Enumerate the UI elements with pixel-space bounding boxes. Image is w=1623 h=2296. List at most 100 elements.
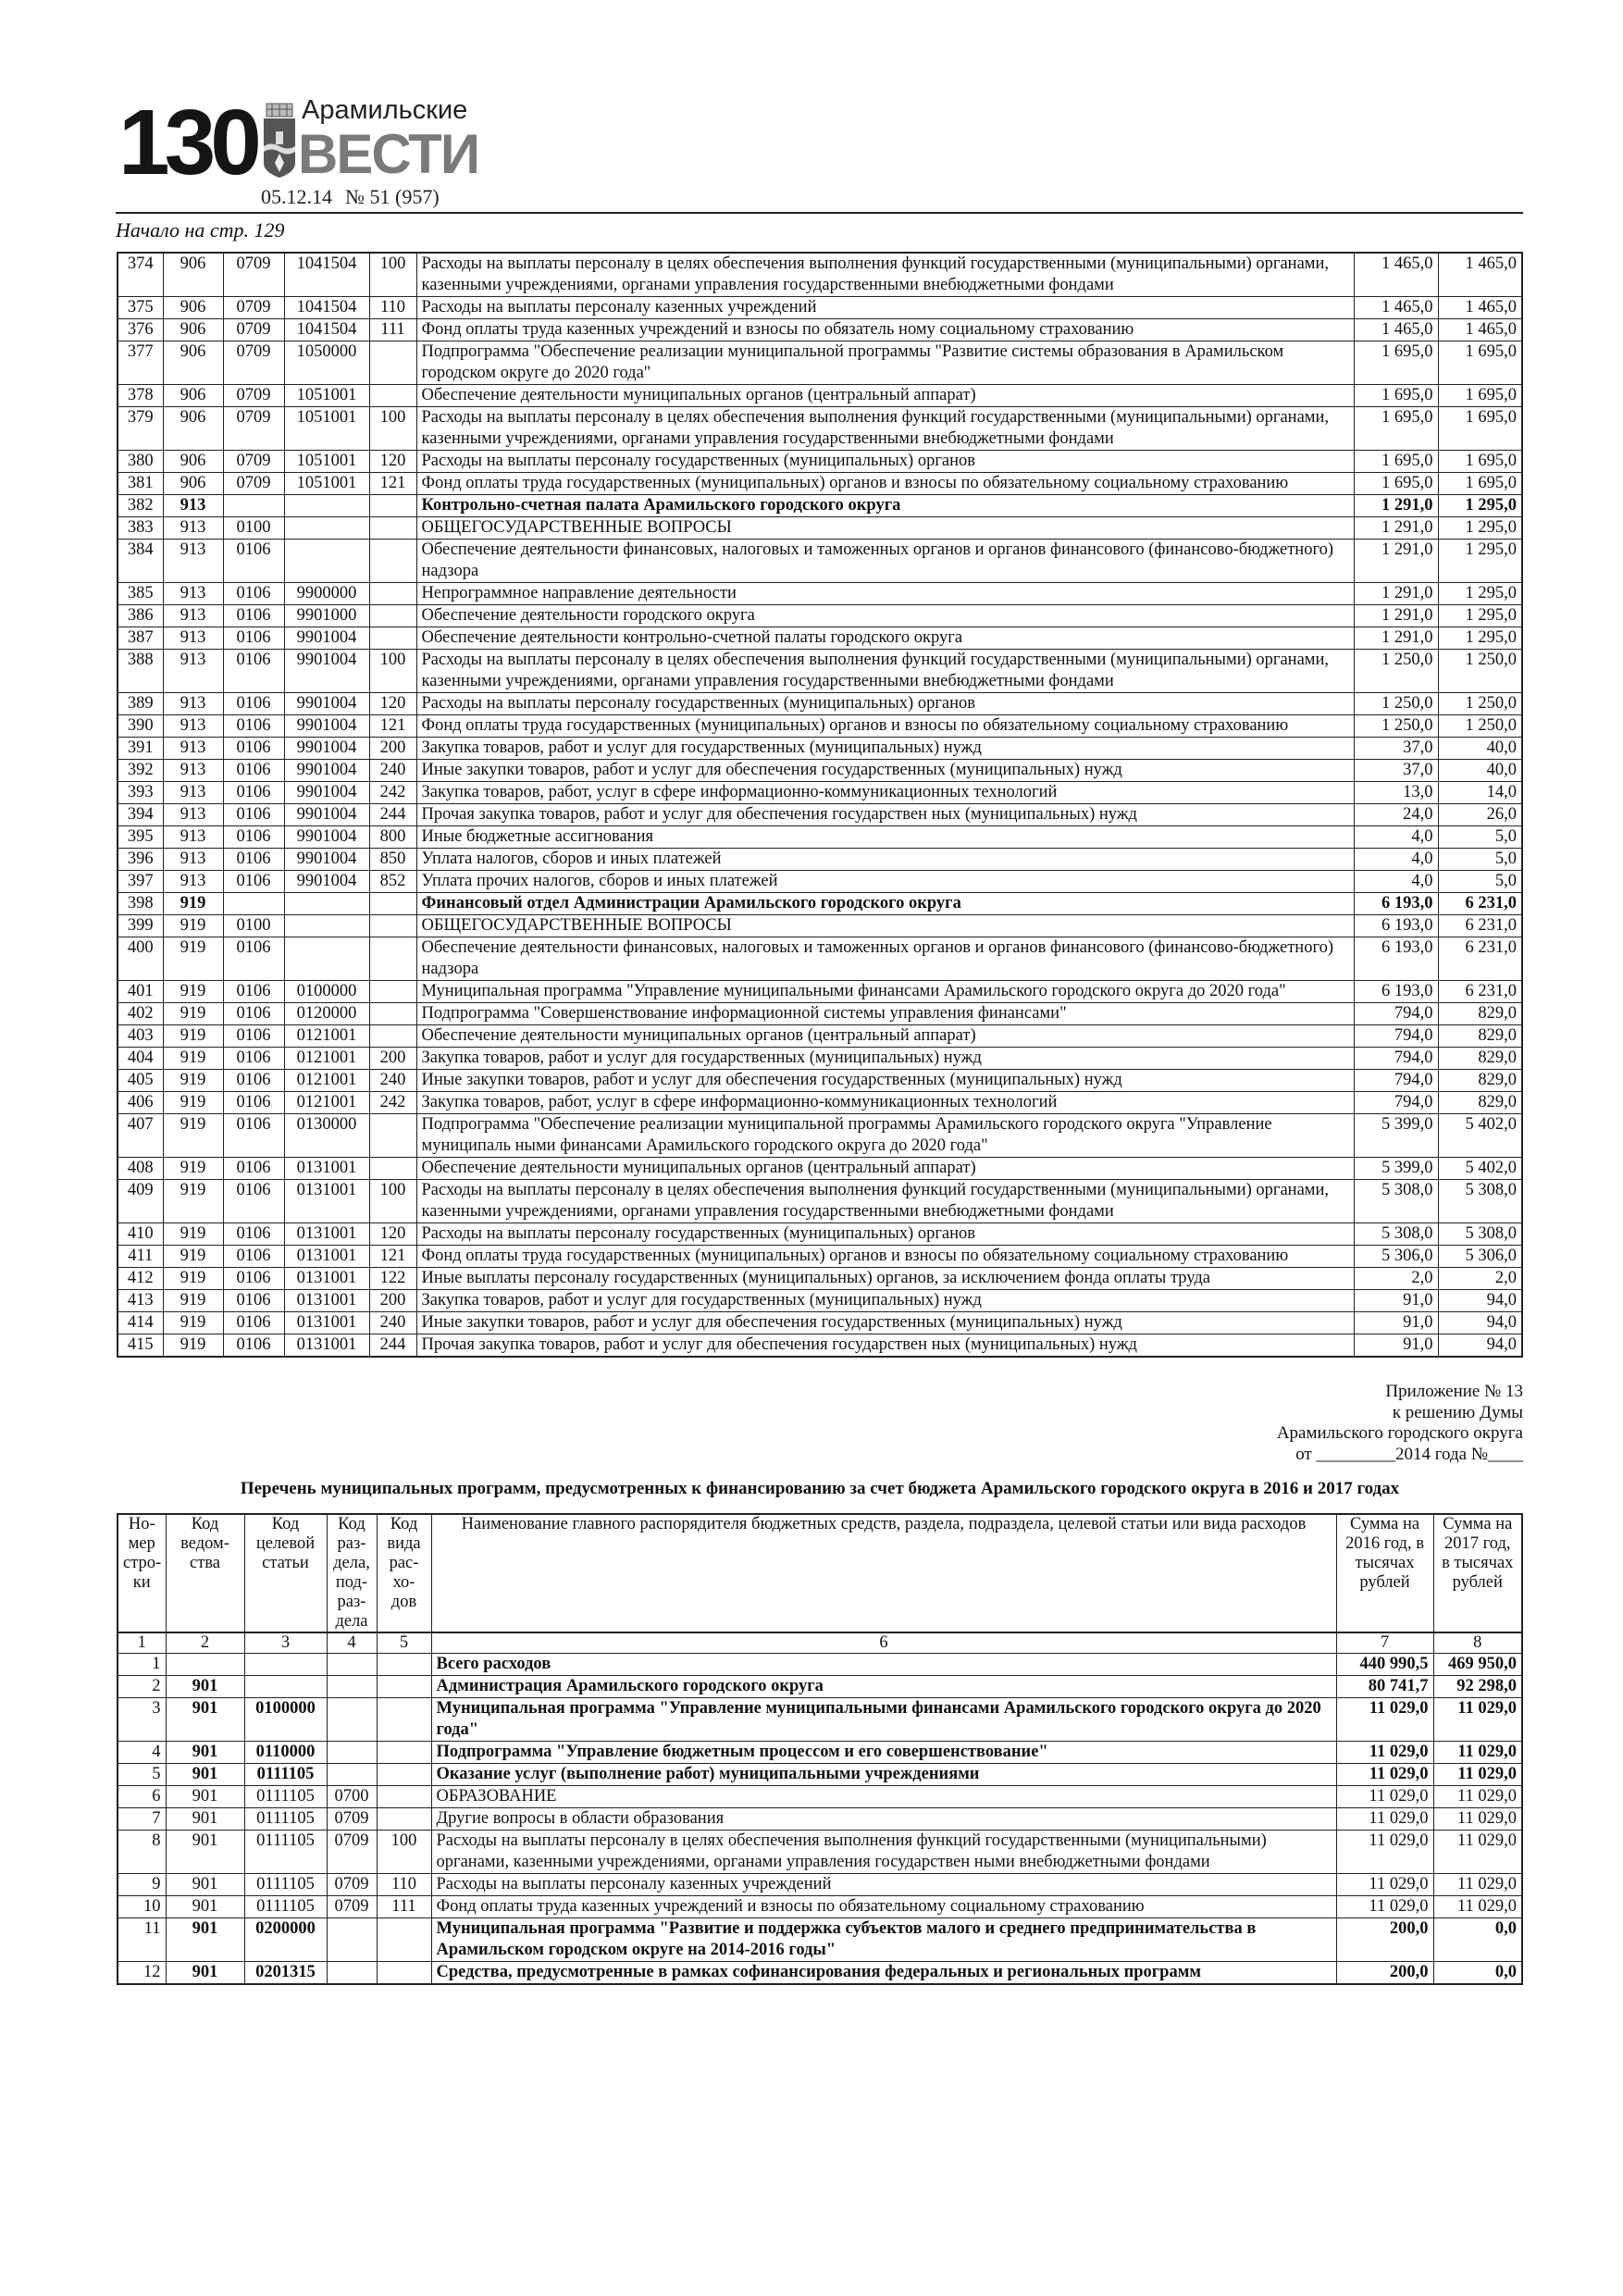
expense-type-code — [368, 892, 417, 915]
section-code: 0709 — [222, 296, 285, 319]
table-row: 381 906 0709 1051001 121 Фонд оплаты труда го… — [117, 472, 1523, 495]
item-name: Фонд оплаты труда государственных (муниц… — [415, 714, 1355, 738]
target-item-code: 0111105 — [243, 1807, 328, 1831]
target-item-code: 1051001 — [283, 406, 370, 451]
target-item-code: 1051001 — [283, 450, 370, 473]
department-code: 913 — [162, 494, 224, 517]
amount-2: 1 465,0 — [1437, 296, 1523, 319]
section-code: 0709 — [326, 1895, 378, 1918]
column-header: Код целевой статьи — [243, 1513, 328, 1633]
target-item-code: 1041504 — [283, 252, 370, 297]
table-row: 1 Всего расходов 440 990,5 469 950,0 — [117, 1653, 1523, 1676]
amount-2017: 469 950,0 — [1432, 1653, 1523, 1676]
expense-type-code: 242 — [368, 781, 417, 804]
table-row: 388 913 0106 9901004 100 Расходы на выплаты п… — [117, 649, 1523, 693]
section-title: Перечень муниципальных программ, предусм… — [240, 1479, 1400, 1498]
target-item-code: 0131001 — [283, 1289, 370, 1312]
amount-2017: 92 298,0 — [1432, 1675, 1523, 1698]
amount-2: 1 250,0 — [1437, 692, 1523, 715]
item-name: Закупка товаров, работ и услуг для госуд… — [415, 1047, 1355, 1070]
amount-1: 1 291,0 — [1353, 539, 1439, 583]
department-code: 901 — [165, 1675, 245, 1698]
section-code: 0106 — [222, 1267, 285, 1290]
amount-2: 26,0 — [1437, 803, 1523, 826]
expense-type-code: 244 — [368, 1334, 417, 1358]
row-number: 395 — [117, 825, 164, 849]
amount-2: 40,0 — [1437, 737, 1523, 760]
expense-type-code: 120 — [368, 450, 417, 473]
expense-type-code: 240 — [368, 1311, 417, 1334]
amount-1: 1 695,0 — [1353, 450, 1439, 473]
table-row: 378 906 0709 1051001 Обеспечение деятельност… — [117, 384, 1523, 407]
column-number: 2 — [165, 1632, 245, 1654]
row-number: 6 — [117, 1785, 167, 1808]
amount-2: 5 306,0 — [1437, 1245, 1523, 1268]
section-code: 0709 — [222, 450, 285, 473]
row-number: 412 — [117, 1267, 164, 1290]
amount-2017: 0,0 — [1432, 1917, 1523, 1962]
department-code: 919 — [162, 1024, 224, 1048]
amount-2016: 11 029,0 — [1335, 1785, 1434, 1808]
table-row: 377 906 0709 1050000 Подпрограмма "Обеспечен… — [117, 341, 1523, 385]
appendix-line: от _________2014 года №____ — [1295, 1444, 1523, 1464]
table-row: 392 913 0106 9901004 240 Иные закупки товаров… — [117, 759, 1523, 782]
amount-2017: 11 029,0 — [1432, 1741, 1523, 1764]
department-code: 906 — [162, 384, 224, 407]
section-code: 0106 — [222, 1069, 285, 1092]
column-header: Наименование главного распорядителя бюдж… — [430, 1513, 1337, 1633]
page-body: 374 906 0709 1041504 100 Расходы на выплаты п… — [117, 252, 1523, 1985]
target-item-code: 0100000 — [283, 980, 370, 1003]
expense-type-code: 121 — [368, 1245, 417, 1268]
department-code: 919 — [162, 914, 224, 937]
expense-type-code — [368, 914, 417, 937]
item-name: Расходы на выплаты персоналу в целях обе… — [415, 406, 1355, 451]
section-code: 0106 — [222, 714, 285, 738]
row-number: 12 — [117, 1961, 167, 1985]
section-code: 0709 — [222, 341, 285, 385]
amount-2: 1 465,0 — [1437, 252, 1523, 297]
table-row: 3 901 0100000 Муниципальная программа "Упра… — [117, 1697, 1523, 1742]
department-code: 919 — [162, 1002, 224, 1025]
amount-1: 794,0 — [1353, 1047, 1439, 1070]
department-code: 906 — [162, 406, 224, 451]
column-header: Сумма на 2017 год, в тысячах рублей — [1432, 1513, 1523, 1633]
target-item-code: 0131001 — [283, 1157, 370, 1180]
amount-2016: 11 029,0 — [1335, 1807, 1434, 1831]
target-item-code: 0200000 — [243, 1917, 328, 1962]
amount-2: 1 295,0 — [1437, 627, 1523, 650]
amount-2: 1 295,0 — [1437, 604, 1523, 627]
section-code: 0709 — [222, 406, 285, 451]
target-item-code: 1051001 — [283, 472, 370, 495]
item-name: Муниципальная программа "Управление муни… — [415, 980, 1355, 1003]
amount-1: 794,0 — [1353, 1091, 1439, 1114]
item-name: Обеспечение деятельности финансовых, нал… — [415, 539, 1355, 583]
amount-2: 1 250,0 — [1437, 649, 1523, 693]
amount-2017: 11 029,0 — [1432, 1830, 1523, 1874]
amount-2016: 11 029,0 — [1335, 1873, 1434, 1896]
expense-type-code — [376, 1741, 432, 1764]
item-name: Расходы на выплаты персоналу в целях обе… — [415, 649, 1355, 693]
table-row: 403 919 0106 0121001 Обеспечение деятельност… — [117, 1024, 1523, 1048]
department-code: 919 — [162, 980, 224, 1003]
amount-1: 1 695,0 — [1353, 384, 1439, 407]
amount-2: 5 402,0 — [1437, 1113, 1523, 1158]
department-code: 919 — [162, 1113, 224, 1158]
amount-1: 6 193,0 — [1353, 892, 1439, 915]
expense-type-code: 100 — [368, 649, 417, 693]
target-item-code: 0131001 — [283, 1334, 370, 1358]
section-code: 0709 — [222, 384, 285, 407]
section-code: 0106 — [222, 692, 285, 715]
section-code: 0106 — [222, 1222, 285, 1246]
target-item-code: 1050000 — [283, 341, 370, 385]
item-name: Уплата прочих налогов, сборов и иных пла… — [415, 870, 1355, 893]
row-number: 387 — [117, 627, 164, 650]
issue-date: 05.12.14 — [261, 185, 332, 208]
amount-2: 829,0 — [1437, 1069, 1523, 1092]
expense-type-code: 852 — [368, 870, 417, 893]
row-number: 403 — [117, 1024, 164, 1048]
issue-info: 05.12.14 № 51 (957) — [261, 185, 452, 209]
column-header: Но-мер стро-ки — [117, 1513, 167, 1633]
section-code: 0709 — [326, 1830, 378, 1874]
item-name: Муниципальная программа "Развитие и подд… — [430, 1917, 1337, 1962]
amount-2: 6 231,0 — [1437, 937, 1523, 981]
